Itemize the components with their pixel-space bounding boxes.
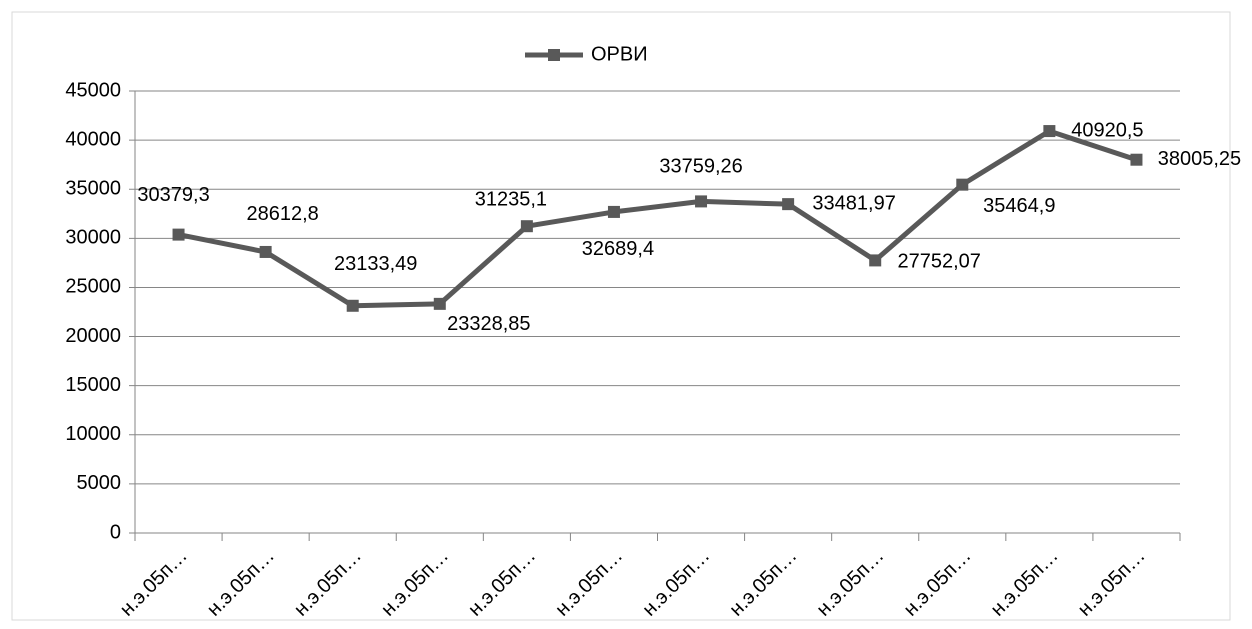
y-tick-label: 0 [110,521,121,543]
point-marker [695,195,708,208]
y-tick-label: 30000 [65,227,121,249]
point-marker [1043,125,1056,138]
data-label: 38005,25 [1158,148,1241,170]
y-tick-label: 15000 [65,374,121,396]
point-marker [607,205,620,218]
point-marker [259,245,272,258]
data-label: 33481,97 [812,192,895,214]
y-tick-label: 20000 [65,325,121,347]
y-tick-label: 25000 [65,276,121,298]
y-tick-label: 5000 [77,472,122,494]
legend-marker [548,49,560,61]
series-line [178,128,1138,309]
data-label: 33759,26 [659,156,742,178]
data-label: 23133,49 [334,253,417,275]
point-marker [172,228,185,241]
data-label: 31235,1 [475,188,547,210]
point-marker [782,198,795,211]
legend-label: ОРВИ [591,43,648,65]
point-marker [433,297,446,310]
data-label: 32689,4 [582,238,654,260]
y-tick-label: 35000 [65,178,121,200]
y-tick-label: 10000 [65,423,121,445]
data-label: 28612,8 [246,203,318,225]
data-label: 35464,9 [983,195,1055,217]
chart-border [11,11,1231,621]
data-label: 40920,5 [1071,119,1143,141]
data-label: 23328,85 [447,313,530,335]
point-marker [869,254,882,267]
point-marker [520,220,533,233]
y-tick-label: 40000 [65,128,121,150]
data-label: 30379,3 [137,184,209,206]
point-marker [346,299,359,312]
point-marker [1130,153,1143,166]
point-marker [956,178,969,191]
y-tick-label: 45000 [65,79,121,101]
data-label: 27752,07 [897,251,980,273]
